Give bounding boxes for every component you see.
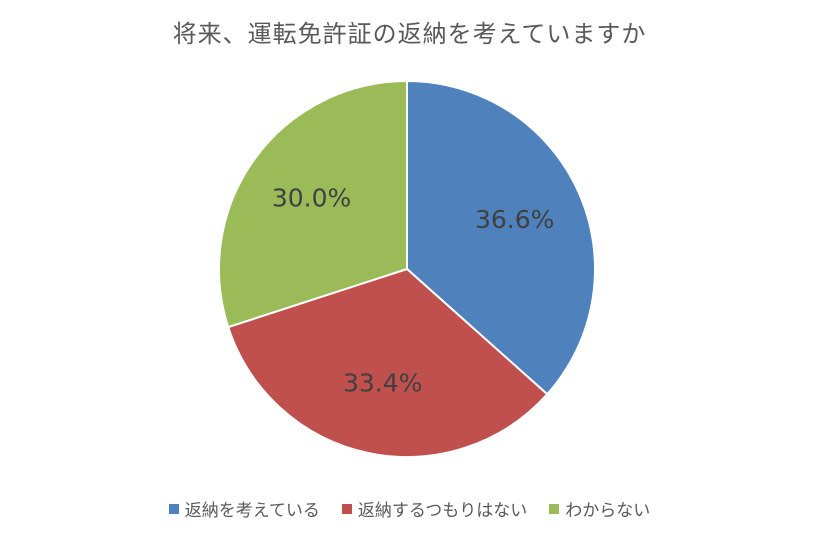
data-label-return: 36.6%	[475, 205, 554, 234]
pie-slice-unknown	[218, 79, 408, 329]
pie-slice-return	[406, 79, 596, 396]
data-label-not-return: 33.4%	[343, 368, 422, 397]
legend-item-return: 返納を考えている	[168, 496, 320, 521]
legend-label-not-return: 返納するつもりはない	[357, 501, 528, 521]
data-label-unknown: 30.0%	[272, 184, 351, 213]
legend-swatch-not-return	[341, 503, 352, 514]
chart-title: 将来、運転免許証の返納を考えていますか	[172, 20, 647, 48]
legend-swatch-return	[168, 503, 179, 514]
legend-item-not-return: 返納するつもりはない	[341, 496, 528, 521]
pie-slice-not-return	[226, 267, 549, 458]
legend-item-unknown: わからない	[549, 496, 650, 521]
chart-legend: 返納を考えている 返納するつもりはない わからない	[0, 496, 819, 521]
legend-label-unknown: わからない	[565, 501, 651, 521]
legend-label-return: 返納を考えている	[184, 501, 320, 521]
legend-swatch-unknown	[549, 503, 560, 514]
